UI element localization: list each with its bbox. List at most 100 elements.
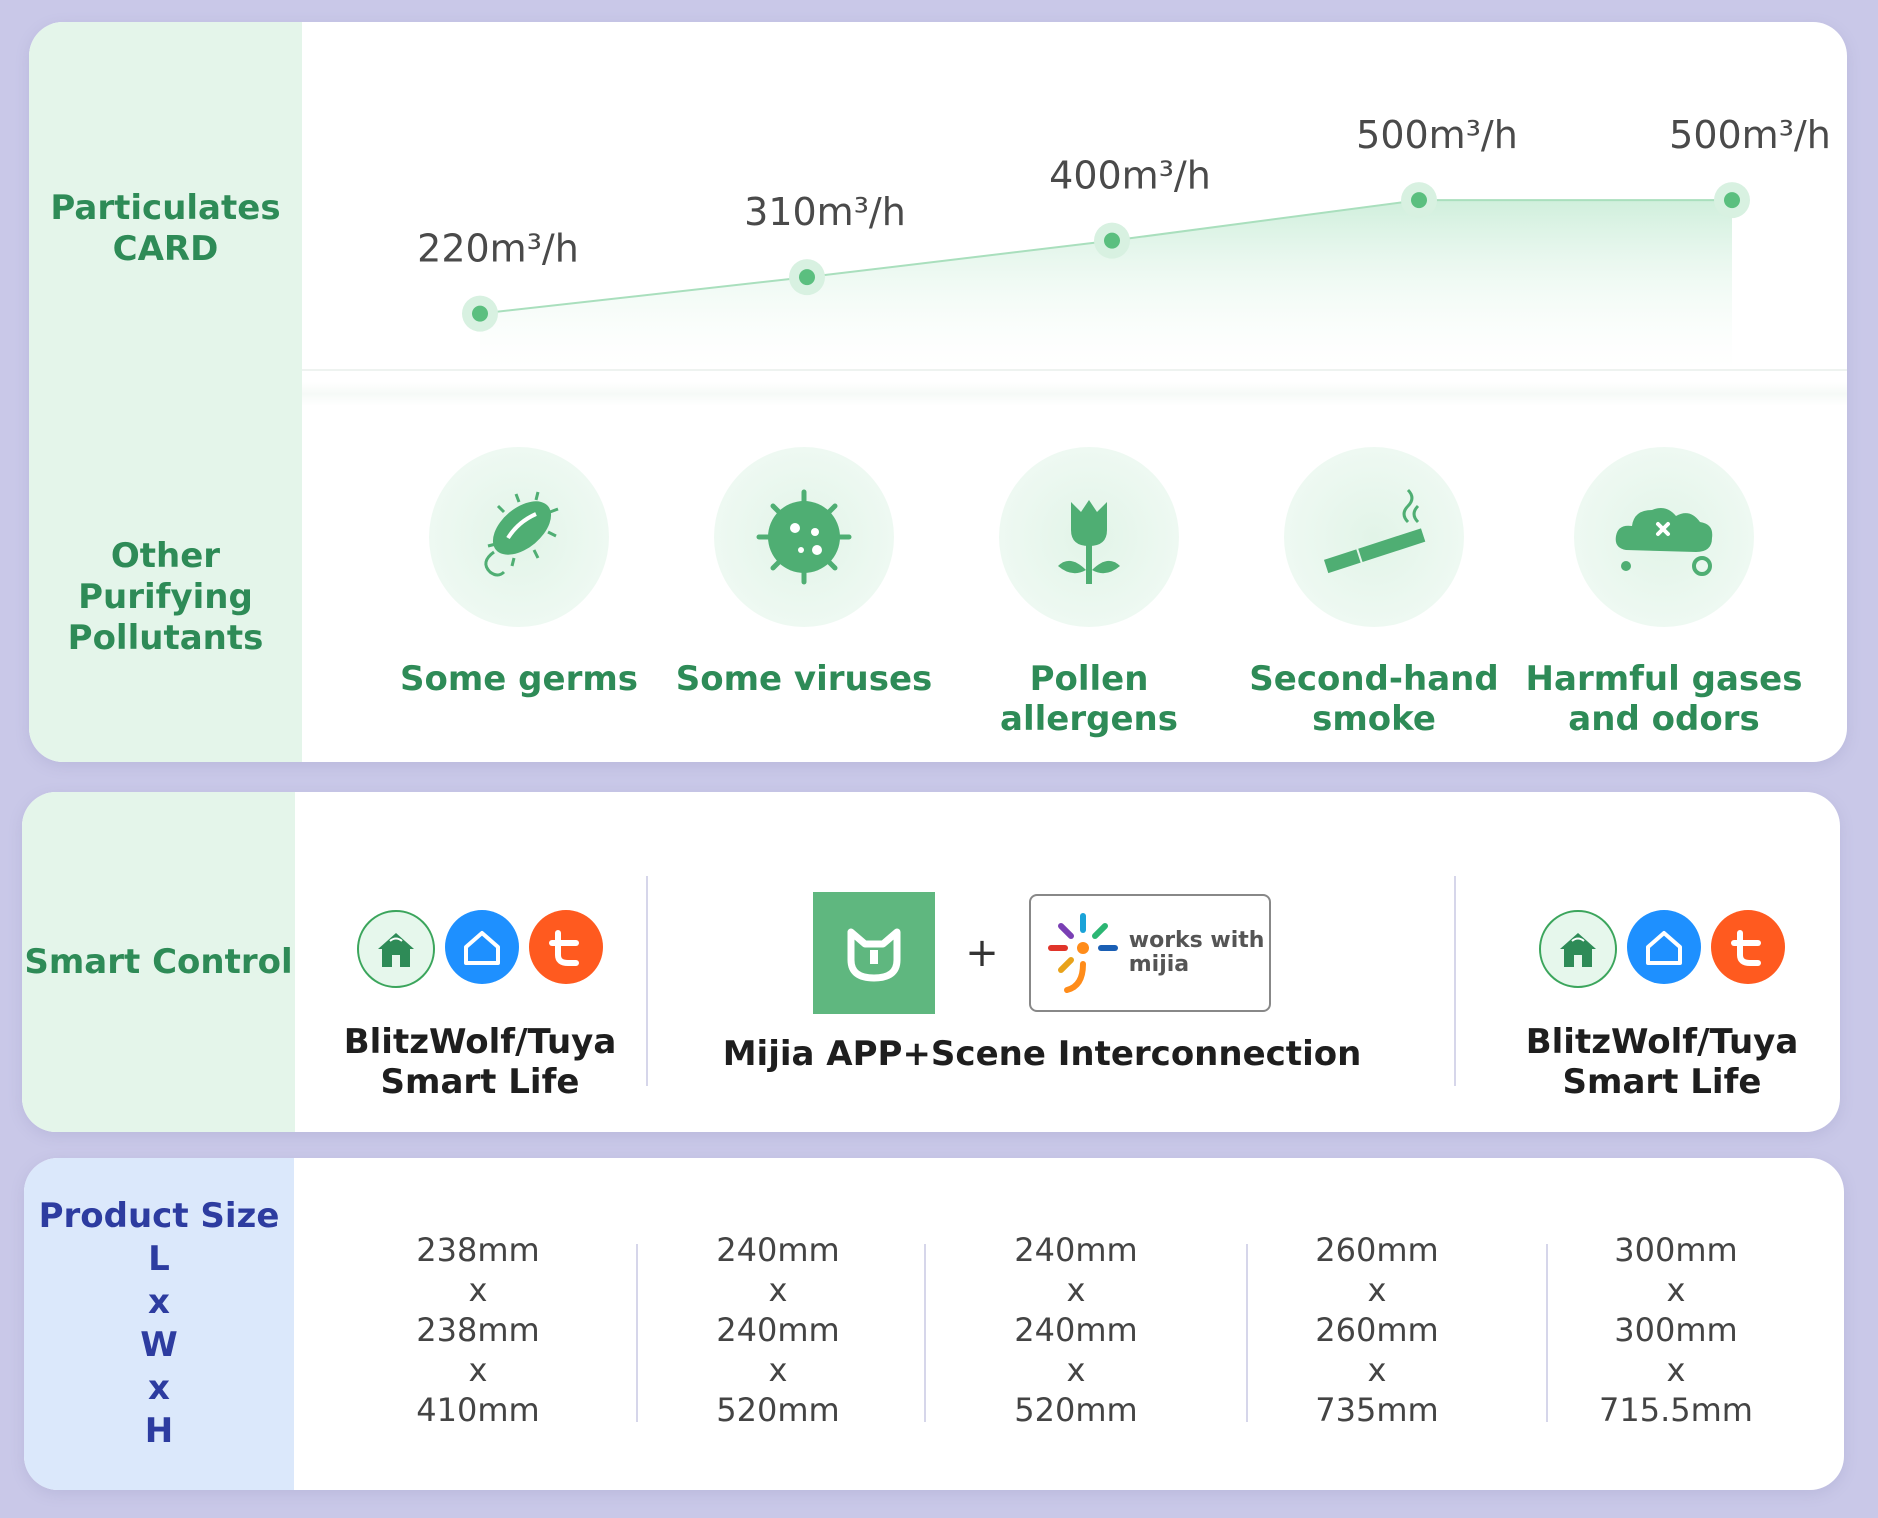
column-divider (1246, 1244, 1248, 1422)
size-value: 300mm (1614, 1231, 1738, 1269)
row-divider (302, 382, 1847, 406)
data-point (1104, 232, 1120, 249)
size-value: 260mm (1315, 1311, 1439, 1349)
size-value: 735mm (1315, 1391, 1439, 1429)
pollutant-smoke: Second-hand smoke (1234, 447, 1514, 739)
size-label-title: Product Size (38, 1196, 280, 1236)
size-value: 715.5mm (1599, 1391, 1753, 1429)
size-value: 520mm (1014, 1391, 1138, 1429)
cadr-area-chart: 220m³/h 310m³/h 400m³/h 500m³/h 500m³/h (302, 113, 1847, 371)
size-value: x (1666, 1271, 1686, 1309)
smart-life-icon (445, 910, 519, 984)
data-label: 500m³/h (1356, 113, 1518, 157)
size-label-x: x (148, 1368, 170, 1408)
size-value: x (1367, 1351, 1387, 1389)
data-label: 400m³/h (1049, 154, 1211, 198)
data-point (1411, 192, 1427, 209)
tuya-icon (529, 910, 603, 984)
mijia-group: + works with mijia (722, 892, 1362, 1074)
size-value: 240mm (1014, 1231, 1138, 1269)
size-value: 300mm (1614, 1311, 1738, 1349)
size-value: 240mm (716, 1231, 840, 1269)
size-label-l: L (148, 1239, 170, 1279)
size-value: 520mm (716, 1391, 840, 1429)
pollutants-row-label: Other Purifying Pollutants (67, 536, 264, 658)
smart-control-label-column: Smart Control (22, 792, 295, 1132)
mijia-label: Mijia APP+Scene Interconnection (722, 1034, 1362, 1074)
size-value: x (1367, 1271, 1387, 1309)
mijia-burst-icon (1047, 913, 1118, 993)
performance-card: Particulates CARD Other Purifying Pollut… (29, 22, 1847, 762)
product-size-card: Product Size L x W x H 238mm x 238mm x 410mm… (24, 1158, 1844, 1490)
column-divider (1546, 1244, 1548, 1422)
virus-icon (714, 447, 894, 627)
works-with-text: works with (1128, 928, 1265, 953)
cadr-area-fill (480, 200, 1732, 370)
pollutant-germs: Some germs (379, 447, 659, 699)
size-value: 240mm (716, 1311, 840, 1349)
size-value: x (1066, 1351, 1086, 1389)
smart-life-app-left: BlitzWolf/Tuya Smart Life (330, 910, 630, 1102)
data-label: 500m³/h (1669, 113, 1831, 157)
cigarette-icon (1284, 447, 1464, 627)
cadr-row-label: Particulates CARD (50, 188, 281, 269)
size-value: 410mm (416, 1391, 540, 1429)
smart-life-icon (1627, 910, 1701, 984)
mijia-app-icon (813, 892, 936, 1014)
pollutant-label: Second-hand smoke (1249, 659, 1499, 739)
germ-icon (429, 447, 609, 627)
mijia-logo-row: + works with mijia (722, 892, 1362, 1014)
product-size-label: Product Size L x W x H (39, 1195, 280, 1453)
column-divider (1454, 876, 1456, 1086)
data-label: 220m³/h (417, 227, 579, 271)
size-column: 240mm x 240mm x 520mm (658, 1230, 898, 1430)
works-with-mijia-badge: works with mijia (1028, 894, 1271, 1012)
size-value: x (1066, 1271, 1086, 1309)
pollutant-viruses: Some viruses (664, 447, 944, 699)
smart-home-icon (357, 910, 435, 988)
app-icon-row (330, 910, 630, 988)
size-value: x (768, 1351, 788, 1389)
plus-sign: + (965, 930, 999, 976)
column-divider (646, 876, 648, 1086)
size-value: 238mm (416, 1311, 540, 1349)
size-label-w: W (140, 1325, 178, 1365)
smart-control-card: Smart Control BlitzWolf/Tuya Smart Life … (22, 792, 1840, 1132)
app-icon-row (1512, 910, 1812, 988)
pollutant-pollen: Pollen allergens (949, 447, 1229, 739)
size-value: 238mm (416, 1231, 540, 1269)
app-name: BlitzWolf/Tuya Smart Life (343, 1022, 617, 1102)
size-value: x (1666, 1351, 1686, 1389)
size-column: 238mm x 238mm x 410mm (358, 1230, 598, 1430)
mijia-text: mijia (1128, 952, 1190, 977)
column-divider (636, 1244, 638, 1422)
size-label-column: Product Size L x W x H (24, 1158, 294, 1490)
size-value: 260mm (1315, 1231, 1439, 1269)
app-name: BlitzWolf/Tuya Smart Life (1525, 1022, 1799, 1102)
size-value: 240mm (1014, 1311, 1138, 1349)
pollutant-label: Some germs (400, 659, 638, 699)
size-value: x (768, 1271, 788, 1309)
size-value: x (468, 1271, 488, 1309)
data-label: 310m³/h (744, 190, 906, 234)
smart-life-app-right: BlitzWolf/Tuya Smart Life (1512, 910, 1812, 1102)
size-column: 260mm x 260mm x 735mm (1257, 1230, 1497, 1430)
data-point (472, 305, 488, 322)
size-label-h: H (144, 1411, 174, 1451)
gas-cloud-icon (1574, 447, 1754, 627)
data-point (799, 269, 815, 286)
row-label-column (29, 22, 302, 762)
pollutant-label: Pollen allergens (1000, 659, 1178, 739)
pollutant-gases: Harmful gases and odors (1524, 447, 1804, 739)
size-label-x: x (148, 1282, 170, 1322)
smart-home-icon (1539, 910, 1617, 988)
size-column: 300mm x 300mm x 715.5mm (1556, 1230, 1796, 1430)
size-value: x (468, 1351, 488, 1389)
tuya-icon (1711, 910, 1785, 984)
pollen-flower-icon (999, 447, 1179, 627)
smart-control-label: Smart Control (24, 942, 293, 982)
data-point (1724, 192, 1740, 209)
pollutant-label: Some viruses (675, 659, 933, 699)
pollutant-label: Harmful gases and odors (1525, 659, 1803, 739)
size-column: 240mm x 240mm x 520mm (956, 1230, 1196, 1430)
